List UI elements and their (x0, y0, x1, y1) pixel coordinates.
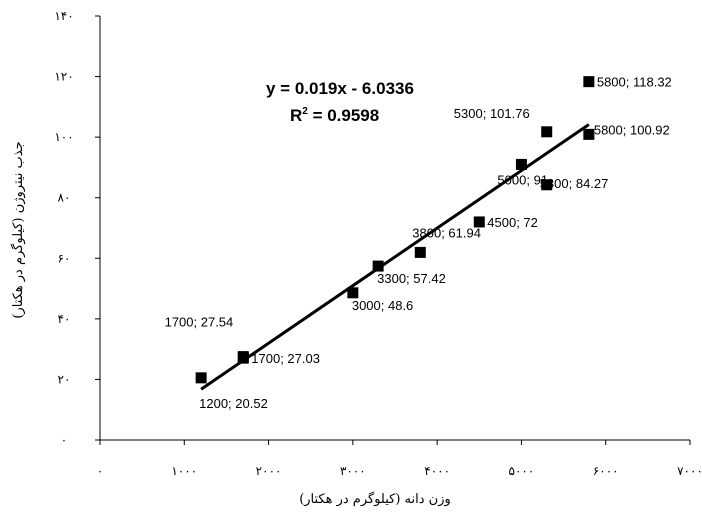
r-squared-superscript: 2 (302, 106, 308, 117)
trendline-group (200, 123, 590, 391)
y-tick-label: ۲۰ (58, 372, 71, 386)
y-tick-label: ۱۰۰ (54, 130, 73, 144)
data-labels: 1200; 20.52 1700; 27.03 1700; 27.54 3000; 4… (165, 75, 672, 411)
data-label: 5800; 100.92 (594, 122, 670, 137)
tick-labels: ۰ ۲۰ ۴۰ ۶۰ ۸۰ ۱۰۰ ۱۲۰ ۱۴۰ ۰ ۱۰۰۰ ۲۰۰۰ ۳۰۰۰ ۴۰۰۰ ۵۰۰۰ ۶… (54, 9, 702, 478)
y-tick-label: ۱۲۰ (54, 70, 73, 84)
x-tick-label: ۶۰۰۰ (593, 464, 619, 478)
y-tick-label: ۱۴۰ (54, 9, 73, 23)
data-label: 5300; 101.76 (454, 106, 530, 121)
x-tick-label: ۵۰۰۰ (509, 464, 535, 478)
y-tick-label: ۴۰ (58, 312, 71, 326)
r-squared: R2 = 0.9598 (290, 106, 379, 125)
data-point (515, 158, 527, 170)
data-label: 1700; 27.03 (251, 351, 320, 366)
trendline (200, 123, 590, 391)
data-label: 1200; 20.52 (199, 396, 268, 411)
x-tick-label: ۴۰۰۰ (424, 464, 450, 478)
x-axis-title: وزن دانه (کیلوگرم در هکتار) (299, 491, 451, 507)
y-axis-title: جذب نیتروژن (کیلوگرم در هکتار) (10, 141, 26, 318)
x-tick-label: ۲۰۰۰ (256, 464, 282, 478)
data-point (473, 216, 485, 228)
data-label: 3000; 48.6 (352, 298, 413, 313)
r-squared-prefix: R (290, 106, 302, 125)
r-squared-value: = 0.9598 (308, 106, 379, 125)
trendline-equation: y = 0.019x - 6.0336 (266, 79, 414, 98)
data-point (583, 128, 595, 140)
data-point (372, 260, 384, 272)
data-point (541, 179, 553, 191)
data-point (541, 126, 553, 138)
data-label: 5300; 84.27 (540, 176, 609, 191)
data-point (195, 372, 207, 384)
data-label: 3300; 57.42 (377, 271, 446, 286)
data-label: 1700; 27.54 (165, 315, 234, 330)
data-point (237, 351, 249, 363)
x-tick-label: ۰ (97, 464, 103, 478)
y-tick-label: ۰ (61, 433, 67, 447)
x-tick-label: ۳۰۰۰ (340, 464, 366, 478)
x-tick-label: ۷۰۰۰ (677, 464, 702, 478)
data-point (583, 76, 595, 88)
data-label: 4500; 72 (487, 215, 538, 230)
data-label: 5000; 91 (497, 172, 548, 187)
data-label: 5800; 118.32 (597, 75, 672, 90)
x-tick-label: ۱۰۰۰ (171, 464, 197, 478)
y-tick-label: ۶۰ (58, 251, 71, 265)
data-point (347, 287, 359, 299)
data-point (414, 246, 426, 258)
data-label: 3800; 61.94 (412, 225, 481, 240)
axes (95, 15, 691, 445)
data-points (195, 76, 595, 384)
y-tick-label: ۸۰ (58, 191, 71, 205)
